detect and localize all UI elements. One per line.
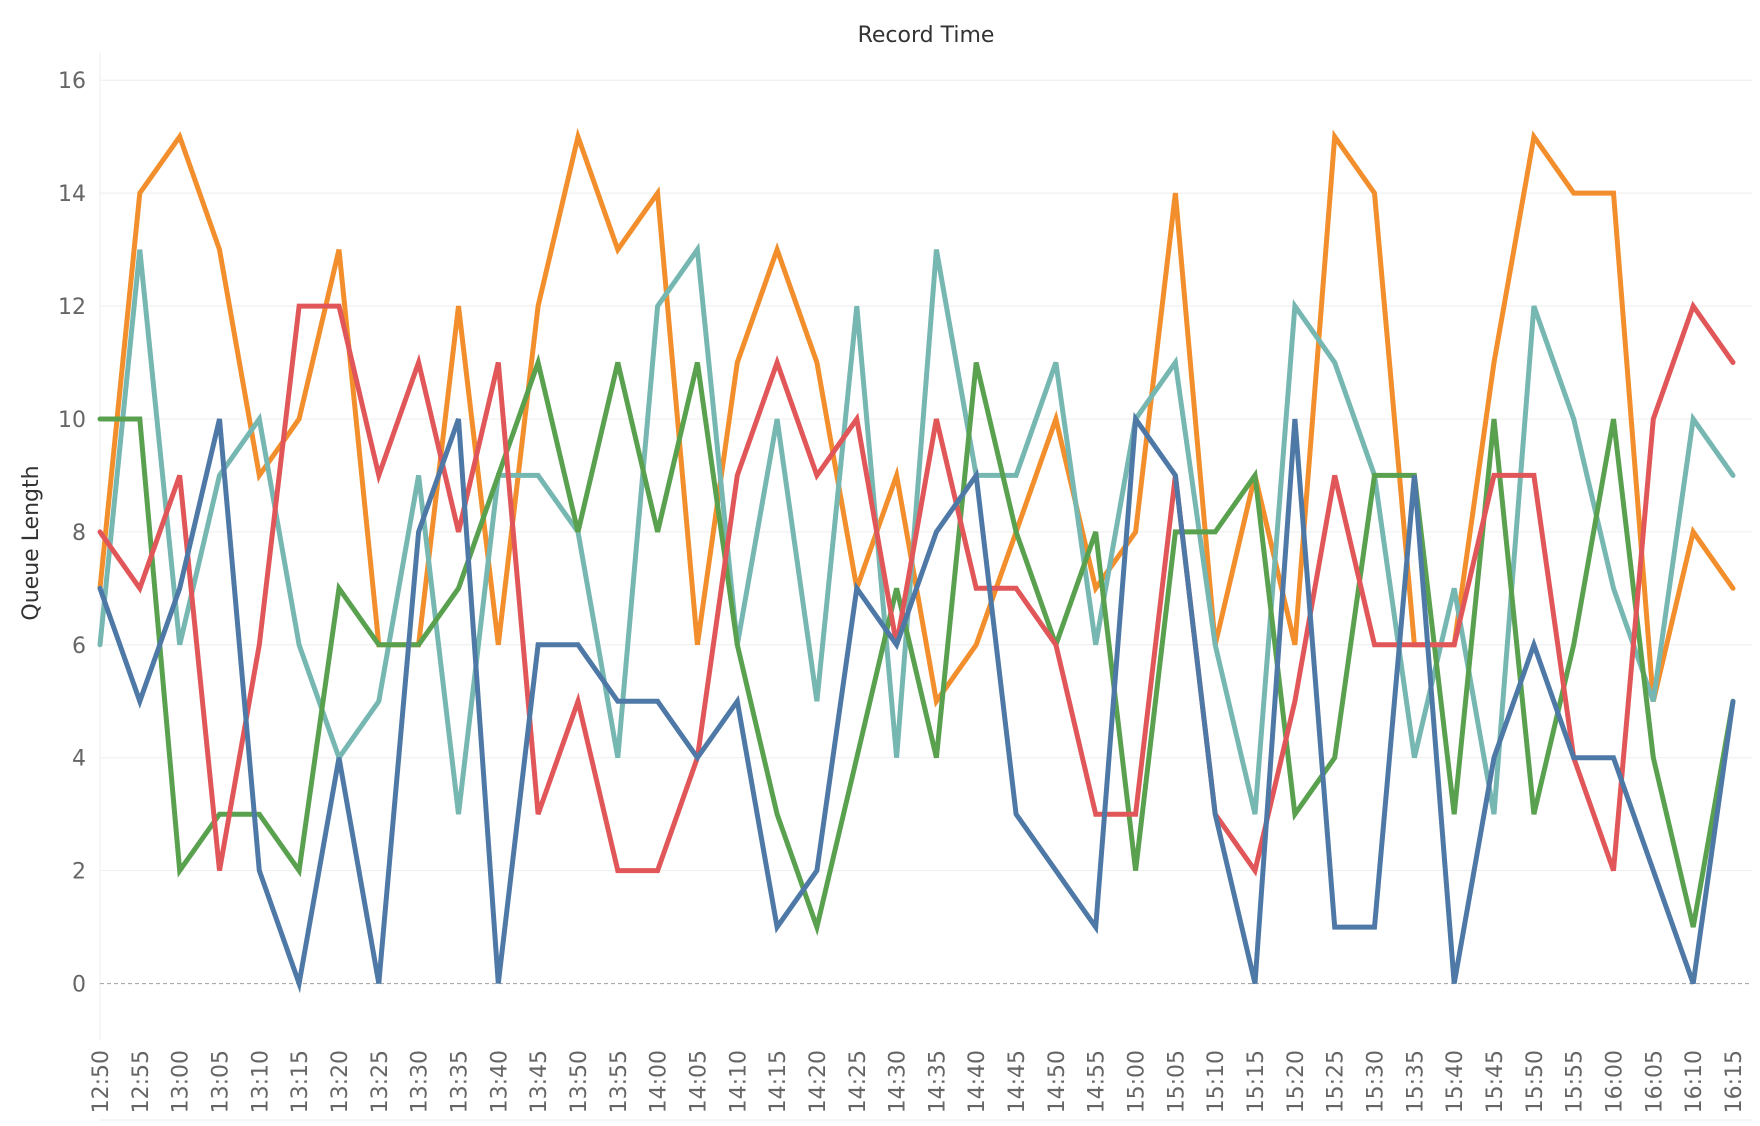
x-tick-label: 14:00	[647, 1050, 672, 1113]
y-tick-label: 0	[72, 973, 86, 998]
chart-title: Record Time	[858, 23, 995, 48]
x-tick-label: 13:05	[208, 1050, 233, 1113]
x-tick-label: 16:10	[1682, 1050, 1707, 1113]
x-tick-label: 16:15	[1722, 1050, 1747, 1113]
x-tick-label: 14:15	[766, 1050, 791, 1113]
x-tick-label: 14:45	[1005, 1050, 1030, 1113]
x-tick-label: 15:10	[1204, 1050, 1229, 1113]
x-tick-label: 16:05	[1642, 1050, 1667, 1113]
x-tick-label: 13:00	[169, 1050, 194, 1113]
y-tick-label: 8	[72, 521, 86, 546]
x-tick-label: 14:05	[686, 1050, 711, 1113]
x-tick-label: 13:10	[248, 1050, 273, 1113]
x-tick-label: 13:35	[447, 1050, 472, 1113]
y-tick-label: 4	[72, 747, 86, 772]
x-tick-label: 15:50	[1523, 1050, 1548, 1113]
y-tick-label: 16	[58, 69, 86, 94]
x-tick-label: 12:55	[129, 1050, 154, 1113]
y-axis-label: Queue Length	[19, 465, 44, 620]
x-tick-label: 15:15	[1244, 1050, 1269, 1113]
x-tick-label: 14:35	[925, 1050, 950, 1113]
x-tick-label: 13:50	[567, 1050, 592, 1113]
x-tick-label: 14:30	[886, 1050, 911, 1113]
y-tick-label: 10	[58, 408, 86, 433]
y-tick-label: 2	[72, 860, 86, 885]
x-tick-label: 15:05	[1164, 1050, 1189, 1113]
series-lines	[97, 127, 1736, 994]
x-tick-label: 15:55	[1563, 1050, 1588, 1113]
x-tick-label: 15:30	[1364, 1050, 1389, 1113]
x-tick-label: 15:00	[1125, 1050, 1150, 1113]
gridlines	[99, 52, 1752, 1121]
y-tick-label: 6	[72, 634, 86, 659]
x-tick-label: 13:55	[607, 1050, 632, 1113]
series-line-4	[97, 300, 1736, 877]
series-line-5	[97, 411, 1736, 994]
x-tick-label: 14:25	[846, 1050, 871, 1113]
x-tick-label: 15:20	[1284, 1050, 1309, 1113]
x-tick-label: 13:45	[527, 1050, 552, 1113]
x-tick-label: 14:20	[806, 1050, 831, 1113]
x-tick-label: 15:35	[1403, 1050, 1428, 1113]
x-tick-label: 13:40	[487, 1050, 512, 1113]
x-tick-label: 16:00	[1603, 1050, 1628, 1113]
x-tick-label: 14:40	[965, 1050, 990, 1113]
x-tick-label: 15:25	[1324, 1050, 1349, 1113]
x-tick-label: 15:45	[1483, 1050, 1508, 1113]
y-tick-label: 14	[58, 182, 86, 207]
y-axis-ticks: 0 2 4 6 8 10 12 14 16	[58, 69, 86, 997]
x-tick-label: 14:50	[1045, 1050, 1070, 1113]
x-tick-label: 14:55	[1085, 1050, 1110, 1113]
x-tick-label: 13:30	[408, 1050, 433, 1113]
y-tick-label: 12	[58, 295, 86, 320]
x-tick-label: 13:20	[328, 1050, 353, 1113]
x-tick-label: 13:25	[368, 1050, 393, 1113]
series-line-3	[97, 353, 1736, 936]
x-tick-label: 15:40	[1443, 1050, 1468, 1113]
x-tick-label: 14:10	[726, 1050, 751, 1113]
x-tick-label: 13:15	[288, 1050, 313, 1113]
x-tick-label: 12:50	[89, 1050, 114, 1113]
x-axis-ticks: 12:50 12:55 13:00 13:05 13:10 13:15 13:20 13:25…	[89, 1050, 1747, 1113]
